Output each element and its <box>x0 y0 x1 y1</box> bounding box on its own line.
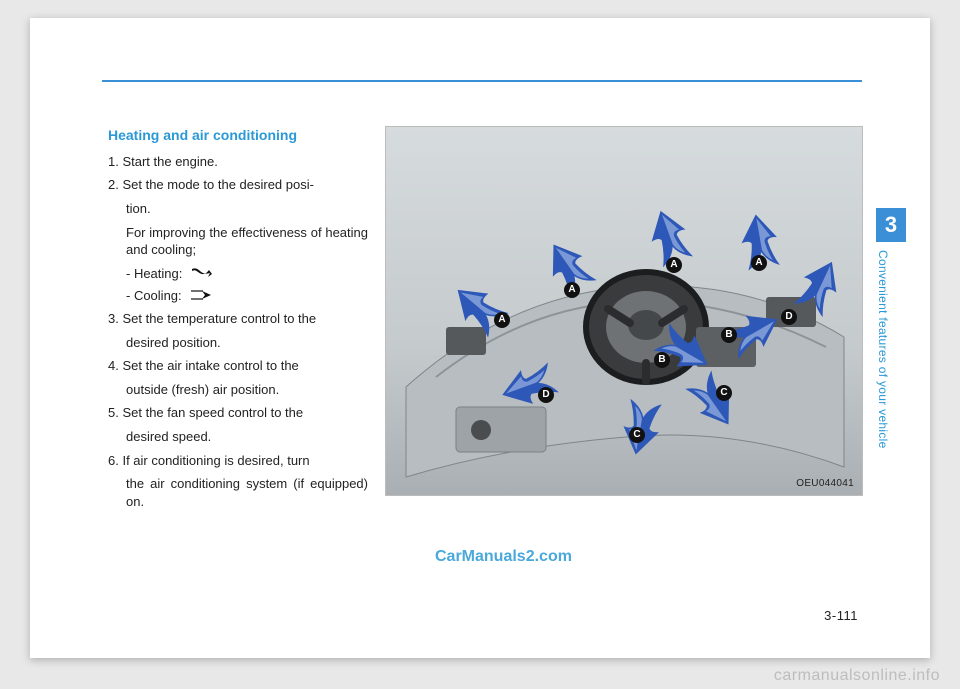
callout-label-a: A <box>564 282 580 298</box>
step-6b: the air conditioning system (if equipped… <box>108 475 368 510</box>
cooling-label: - Cooling: <box>126 288 182 303</box>
step-3a: 3. Set the temperature control to the <box>108 310 368 328</box>
callout-label-a: A <box>666 257 682 273</box>
callout-label-c: C <box>629 427 645 443</box>
step-2b: tion. <box>108 200 368 218</box>
step-2a: 2. Set the mode to the desired posi- <box>108 176 368 194</box>
side-section-label: Convenient features of your vehicle <box>876 250 890 449</box>
step-2-note: For improving the effectiveness of heati… <box>108 224 368 259</box>
step-6a: 6. If air conditioning is desired, turn <box>108 452 368 470</box>
step-3b: desired position. <box>108 334 368 352</box>
step-1: 1. Start the engine. <box>108 153 368 171</box>
callout-label-b: B <box>654 352 670 368</box>
side-tab: 3 Convenient features of your vehicle <box>876 208 906 449</box>
callout-label-b: B <box>721 327 737 343</box>
section-title: Heating and air conditioning <box>108 126 368 145</box>
manual-page: Heating and air conditioning 1. Start th… <box>30 18 930 658</box>
step-4b: outside (fresh) air position. <box>108 381 368 399</box>
callout-label-c: C <box>716 385 732 401</box>
heating-label: - Heating: <box>126 266 182 281</box>
face-vent-icon <box>189 288 213 307</box>
page-number: 3-111 <box>824 608 858 623</box>
step-2-heating: - Heating: <box>108 265 368 284</box>
callout-label-a: A <box>494 312 510 328</box>
chapter-number: 3 <box>876 208 906 242</box>
step-5b: desired speed. <box>108 428 368 446</box>
dashboard-figure: A A A A B B C C D D OEU044041 <box>385 126 863 496</box>
step-5a: 5. Set the fan speed control to the <box>108 404 368 422</box>
floor-vent-icon <box>190 265 214 284</box>
watermark: CarManuals2.com <box>435 548 572 566</box>
bottom-watermark: carmanualsonline.info <box>774 667 940 685</box>
text-column: Heating and air conditioning 1. Start th… <box>108 126 368 516</box>
callout-label-d: D <box>538 387 554 403</box>
top-rule <box>102 80 862 82</box>
step-4a: 4. Set the air intake control to the <box>108 357 368 375</box>
callout-label-a: A <box>751 255 767 271</box>
step-2-cooling: - Cooling: <box>108 287 368 306</box>
figure-caption: OEU044041 <box>796 478 854 489</box>
callout-label-d: D <box>781 309 797 325</box>
